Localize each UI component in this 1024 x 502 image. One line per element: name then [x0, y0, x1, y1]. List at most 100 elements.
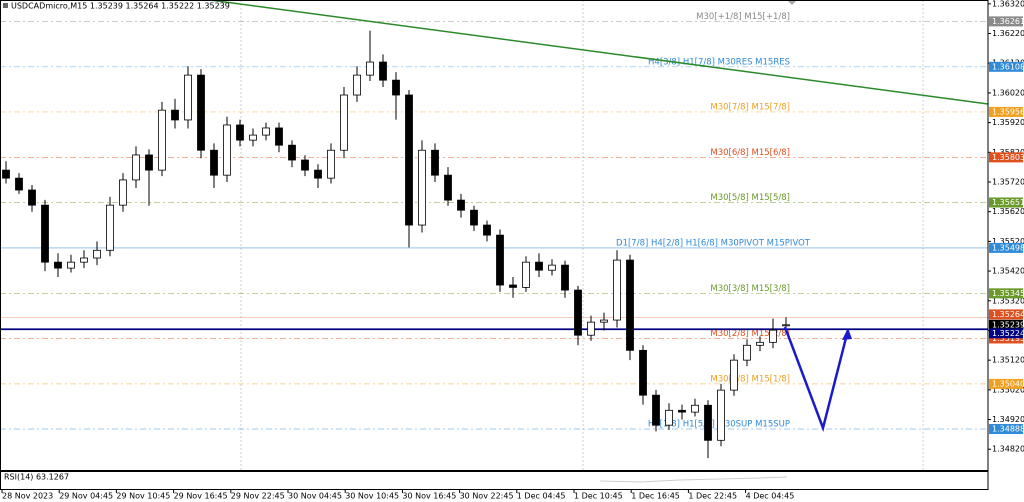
- x-tick-label: 30 Nov 16:45: [402, 492, 456, 501]
- level-label: M30[1/8] M15[1/8]: [710, 374, 790, 384]
- level-tag-box: [989, 106, 1023, 117]
- price-tags: 1.36261 1.36108 1.35956 1.35803 1.35651 1.354…: [989, 16, 1024, 435]
- candle-body: [340, 94, 348, 151]
- y-tick-label: 1.34820: [992, 445, 1024, 454]
- x-tick-label: 1 Dec 04:45: [517, 492, 566, 501]
- level-tag-box: [989, 197, 1023, 208]
- candle-body: [41, 204, 49, 263]
- title-icon: [3, 3, 8, 8]
- price-tag: 1.35264: [992, 310, 1024, 319]
- level-tag-box: [989, 16, 1023, 27]
- y-tick-label: 1.35020: [992, 385, 1024, 394]
- rsi-pane-border: [0, 471, 989, 490]
- candle-body: [327, 149, 335, 179]
- candle-body: [704, 404, 712, 441]
- candle-body: [535, 261, 543, 271]
- y-tick-label: 1.35820: [992, 148, 1024, 157]
- level-tag: 1.35651: [992, 198, 1024, 207]
- candle-body: [184, 74, 192, 121]
- candle-body: [28, 189, 36, 206]
- candle-body: [275, 127, 283, 146]
- level-tag: 1.35956: [992, 107, 1024, 116]
- y-tick-label: 1.35720: [992, 178, 1024, 187]
- candle-body: [587, 321, 595, 336]
- candle-body: [288, 144, 296, 161]
- candle-body: [67, 261, 75, 269]
- candle-body: [639, 349, 647, 396]
- rsi-label: RSI(14) 63.1267: [4, 473, 69, 482]
- candle-body: [483, 224, 491, 236]
- level-tag-box: [989, 61, 1023, 72]
- x-tick-label: 30 Nov 04:45: [288, 492, 342, 501]
- time-axis: 28 Nov 2023 29 Nov 04:45 29 Nov 10:45 29 No…: [1, 490, 795, 501]
- candle-body: [678, 409, 686, 413]
- price-tag-box: [989, 309, 1023, 320]
- candle-body: [509, 284, 517, 288]
- candle-body: [197, 74, 205, 151]
- level-tag: 1.35193: [992, 334, 1024, 343]
- candle-body: [756, 341, 764, 346]
- candle-body: [15, 177, 23, 191]
- level-tag: 1.36108: [992, 62, 1024, 71]
- candle-body: [418, 149, 426, 226]
- candle-body: [353, 74, 361, 96]
- level-tag: 1.34888: [992, 425, 1024, 434]
- candle-body: [561, 264, 569, 291]
- x-tick-label: 1 Dec 22:45: [688, 492, 737, 501]
- level-tag: 1.36261: [992, 17, 1024, 26]
- candle-body: [470, 209, 478, 226]
- candle-body: [392, 79, 400, 96]
- candle-body: [613, 259, 621, 321]
- level-label: M30[3/8] M15[3/8]: [710, 284, 790, 294]
- candle-body: [730, 359, 738, 391]
- candle-body: [236, 124, 244, 141]
- candle-body: [106, 204, 114, 251]
- level-label: M30[5/8] M15[5/8]: [710, 193, 790, 203]
- x-tick-label: 29 Nov 22:45: [231, 492, 285, 501]
- level-tag: 1.35803: [992, 153, 1024, 162]
- candle-body: [171, 109, 179, 121]
- x-tick-label: 30 Nov 22:45: [460, 492, 514, 501]
- level-label: D1[7/8] H4[2/8] H1[6/8] M30PIVOT M15PIVO…: [616, 238, 811, 248]
- y-tick-label: 1.36220: [992, 29, 1024, 38]
- x-tick-label: 4 Dec 04:45: [746, 492, 795, 501]
- y-tick-label: 1.35520: [992, 237, 1024, 246]
- candle-body: [522, 261, 530, 288]
- candle-body: [431, 149, 439, 176]
- x-tick-label: 28 Nov 2023: [2, 492, 53, 501]
- candles: [2, 30, 790, 459]
- candle-body: [405, 94, 413, 226]
- candle-body: [379, 61, 387, 81]
- y-tick-label: 1.35120: [992, 356, 1024, 365]
- level-tag: 1.35040: [992, 379, 1024, 388]
- candle-body: [132, 154, 140, 181]
- candle-body: [600, 319, 608, 323]
- chart-title: USDCADmicro,M15 1.35239 1.35264 1.35222 …: [11, 2, 230, 11]
- y-tick-label: 1.35620: [992, 207, 1024, 216]
- level-tag-box: [989, 242, 1023, 253]
- candle-body: [93, 249, 101, 259]
- level-label: H4[3/8] H1[7/8] M30RES M15RES: [648, 57, 790, 67]
- candle-body: [223, 124, 231, 176]
- level-tag-box: [989, 424, 1023, 435]
- y-tick-label: 1.35420: [992, 267, 1024, 276]
- candle-body: [769, 329, 777, 343]
- candle-body: [301, 159, 309, 171]
- forecast-arrow: [783, 326, 850, 433]
- candle-body: [210, 149, 218, 176]
- x-tick-label: 29 Nov 16:45: [174, 492, 228, 501]
- candle-body: [119, 179, 127, 206]
- candle-body: [665, 409, 673, 426]
- level-tag-box: [989, 378, 1023, 389]
- candle-body: [2, 169, 10, 179]
- candle-body: [314, 169, 322, 179]
- candle-body: [626, 259, 634, 351]
- candle-body: [145, 154, 153, 171]
- trend-line: [209, 0, 989, 105]
- candle-body: [262, 127, 270, 136]
- price-tag-box: [989, 319, 1023, 330]
- x-tick-label: 29 Nov 04:45: [59, 492, 113, 501]
- y-tick-label: 1.36320: [992, 0, 1024, 8]
- price-tag-box: [989, 328, 1023, 339]
